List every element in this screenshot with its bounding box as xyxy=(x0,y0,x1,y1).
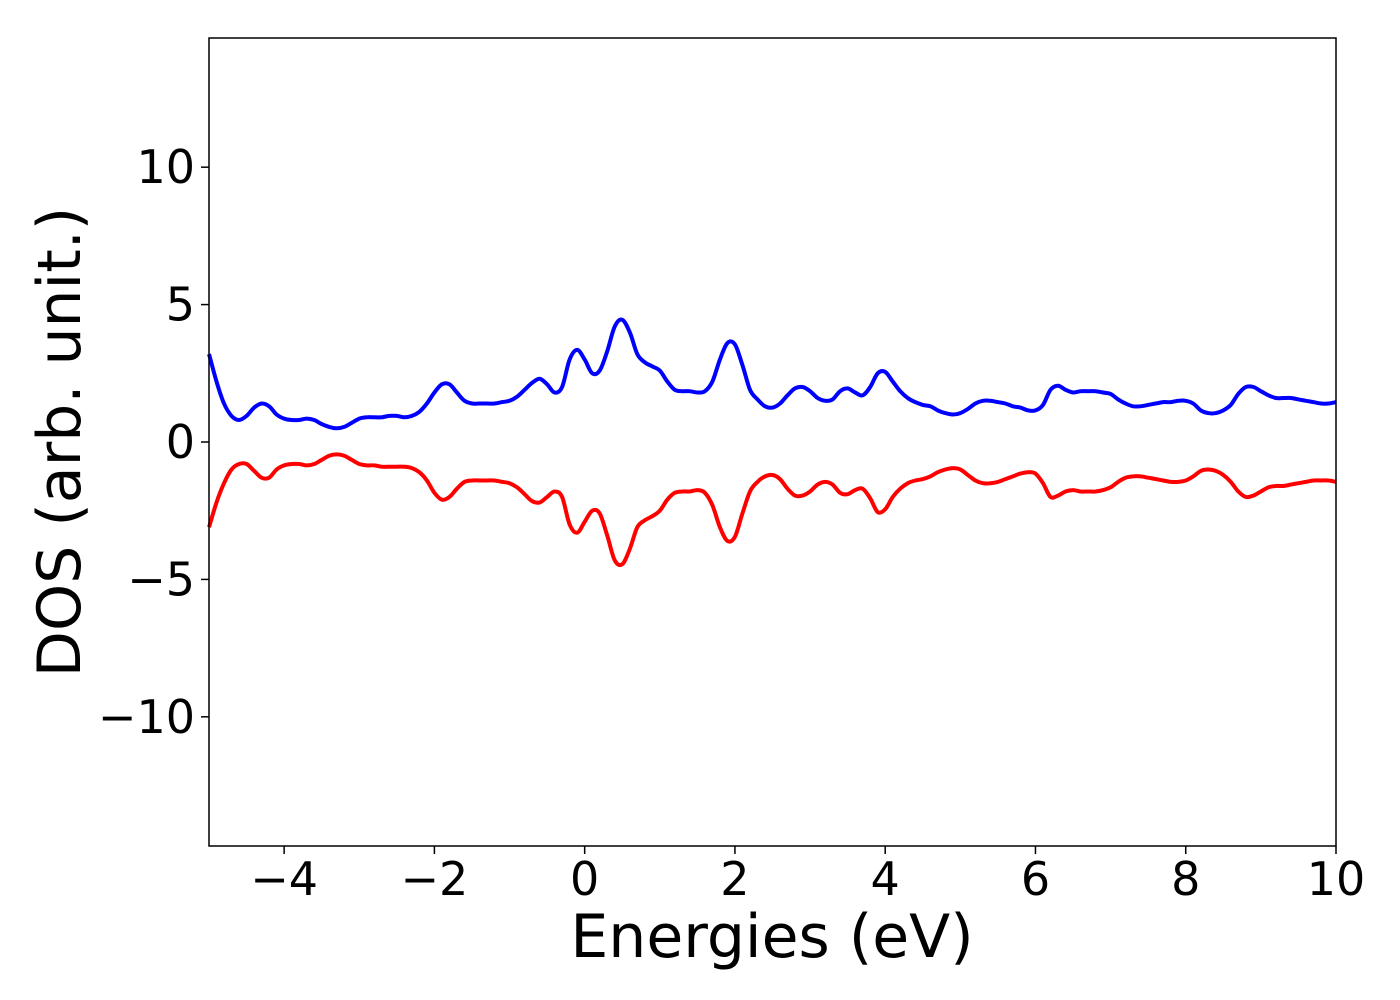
x-tick-label: −4 xyxy=(250,852,318,906)
x-ticks: −4 −2 0 2 4 6 8 10 xyxy=(250,846,1365,906)
x-tick-label: 0 xyxy=(570,852,599,906)
x-tick-label: 8 xyxy=(1171,852,1200,906)
x-tick-label: 4 xyxy=(871,852,900,906)
y-tick-label: −10 xyxy=(98,690,195,744)
plot-frame xyxy=(208,37,1337,847)
series-layer xyxy=(207,317,1337,568)
y-tick-label: 0 xyxy=(166,415,195,469)
x-axis-label: Energies (eV) xyxy=(570,902,973,972)
x-tick-label: 6 xyxy=(1021,852,1050,906)
y-tick-label: 10 xyxy=(136,140,195,194)
x-tick-label: 2 xyxy=(720,852,749,906)
x-tick-label: 10 xyxy=(1307,852,1366,906)
series-line-lower xyxy=(207,452,1337,568)
y-tick-label: −5 xyxy=(127,552,195,606)
y-tick-label: 5 xyxy=(166,278,195,332)
x-tick-label: −2 xyxy=(400,852,468,906)
y-axis-label: DOS (arb. unit.) xyxy=(25,207,95,677)
y-ticks: −10 −5 0 5 10 xyxy=(98,140,209,744)
series-line-upper xyxy=(207,317,1337,431)
